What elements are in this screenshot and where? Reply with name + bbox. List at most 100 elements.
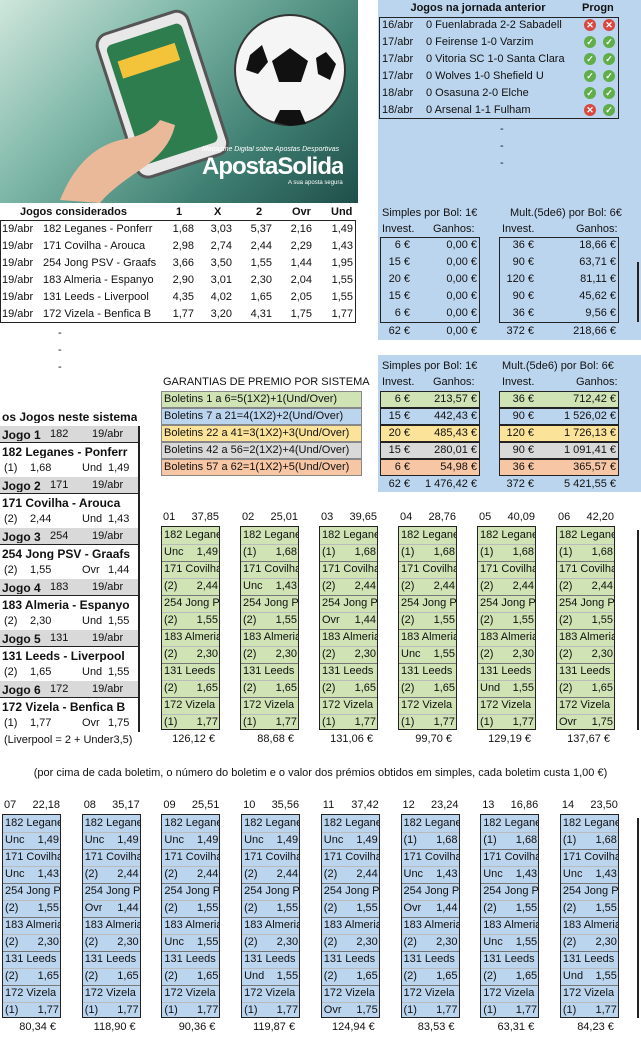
boletim-team: 171 Covilha [480, 564, 536, 575]
mult-invest: 90 € [512, 291, 534, 302]
boletim-divider [320, 629, 377, 630]
boletim-pick: (2) [243, 683, 257, 694]
boletim-subdivider [321, 900, 379, 901]
considered-cell: 19/abr [2, 292, 34, 303]
boletim-prize: 23,24 [430, 800, 459, 811]
boletim-team: 183 Almeria [243, 632, 299, 643]
game-type: Ovr [82, 718, 100, 729]
boletim-divider [241, 595, 298, 596]
boletim-total: 118,90 € [93, 1022, 136, 1033]
game-type: Und [82, 514, 103, 525]
simples-invest-header: Invest. [382, 224, 415, 235]
boletim-odd: 1,43 [275, 581, 297, 592]
boletim-team: 172 Vizela [401, 700, 453, 711]
boletim-total: 99,70 € [415, 734, 452, 745]
game-odd2: 1,55 [108, 616, 130, 627]
boletim-team: 171 Covilha [559, 564, 615, 575]
game-odd2: 1,43 [108, 514, 130, 525]
boletim-team: 182 Legane [323, 818, 380, 829]
boletim-team: 183 Almeria [322, 632, 378, 643]
prev-game: 0 Fuenlabrada 2-2 Sabadell [426, 20, 562, 31]
boletim-team: 131 Leeds [244, 954, 296, 965]
boletim-team: 183 Almeria [559, 632, 615, 643]
prev-date: 18/abr [382, 88, 414, 99]
boletim-total: 126,12 € [172, 734, 215, 745]
considered-cell: 19/abr [2, 241, 34, 252]
boletim-odd: 1,77 [276, 1005, 299, 1016]
boletim-subdivider [162, 646, 219, 647]
boletim-divider [321, 917, 379, 918]
boletim-prize: 42,20 [586, 512, 614, 523]
boletim-divider [3, 951, 60, 952]
guarantee-label: Boletins 1 a 6=5(1X2)+1(Und/Over) [164, 394, 338, 405]
boletim-subdivider [320, 646, 377, 647]
guarantee-simples-bg [380, 408, 480, 425]
boletim-pick: Unc [164, 937, 184, 948]
boletim-pick: Unc [403, 869, 424, 880]
boletim-pick: (2) [84, 971, 99, 982]
considered-cell: 1,49 [331, 224, 353, 235]
simples-gains: 0,00 € [446, 257, 477, 268]
game-date: 19/abr [92, 429, 124, 440]
boletim-team: 183 Almeria [164, 632, 220, 643]
boletim-total: 137,67 € [567, 734, 610, 745]
boletim-divider [478, 663, 535, 664]
boletim-card: 182 Legane (1) 1,68 171 Covilha (2) 2,44 254 J… [319, 526, 378, 730]
boletim-divider [399, 697, 456, 698]
boletim-odd: 1,77 [117, 1005, 139, 1016]
boletim-odd: 1,77 [515, 1005, 538, 1016]
cross-icon: ✕ [584, 104, 596, 116]
boletim-odd: 1,49 [196, 835, 219, 846]
boletim-number: 06 [558, 512, 571, 523]
boletim-subdivider [3, 866, 60, 867]
boletim-divider [3, 985, 60, 986]
game-teams: 171 Covilha - Arouca [2, 497, 121, 509]
boletim-pick: (2) [323, 937, 338, 948]
mult-invest: 36 € [512, 308, 534, 319]
banner-tagline: A sua aposta segura [288, 180, 343, 186]
simples-gains: 0,00 € [446, 308, 477, 319]
boletim-divider [3, 883, 60, 884]
boletim-team: 171 Covilha [323, 852, 380, 863]
boletim-subdivider [481, 900, 539, 901]
guarantee-simples-bg [380, 459, 480, 476]
boletim-pick: (2) [562, 903, 577, 914]
mult-invest: 90 € [512, 257, 534, 268]
boletim-pick: Und [562, 971, 584, 982]
boletim-team: 182 Legane [403, 818, 460, 829]
considered-cell: 182 Leganes - Ponferr [43, 224, 153, 235]
mult-total-invest: 372 € [506, 326, 534, 337]
boletim-prize: 40,09 [507, 512, 535, 523]
guarantee-simples-gains: 485,43 € [434, 428, 477, 439]
boletim-divider [557, 595, 614, 596]
game-code: 183 [50, 582, 69, 593]
boletim-divider [401, 917, 459, 918]
considered-header: 1 [176, 207, 183, 218]
boletim-divider [320, 595, 377, 596]
boletim-pick: (2) [322, 581, 336, 592]
boletim-team: 254 Jong P [84, 886, 141, 897]
boletim-team: 172 Vizela [84, 988, 136, 999]
boletim-divider [557, 663, 614, 664]
game-label: Jogo 3 [2, 531, 41, 543]
boletim-subdivider [241, 578, 298, 579]
results-panel [378, 203, 641, 340]
prev-game: 0 Arsenal 1-1 Fulham [426, 105, 531, 116]
guarantee-label: Boletins 42 a 56=2(1X2)+4(Und/Over) [164, 445, 350, 456]
guarantees-mult-title: Mult.(5de6) por Bol: 6€ [502, 361, 614, 372]
simples-invest: 20 € [388, 274, 410, 285]
boletim-team: 172 Vizela [562, 988, 615, 999]
boletim-subdivider [242, 934, 300, 935]
boletim-subdivider [399, 544, 456, 545]
boletim-divider [401, 985, 459, 986]
boletim-subdivider [3, 832, 60, 833]
boletim-team: 254 Jong P [164, 598, 220, 609]
boletim-divider [162, 595, 219, 596]
boletim-subdivider [399, 646, 456, 647]
boletim-pick: (2) [483, 971, 497, 982]
guarantee-mult-bg [499, 442, 619, 459]
boletim-prize: 16,86 [510, 800, 539, 811]
considered-header: X [214, 207, 222, 218]
considered-cell: 254 Jong PSV - Graafs [43, 258, 157, 269]
boletim-total: 124,94 € [331, 1022, 375, 1033]
